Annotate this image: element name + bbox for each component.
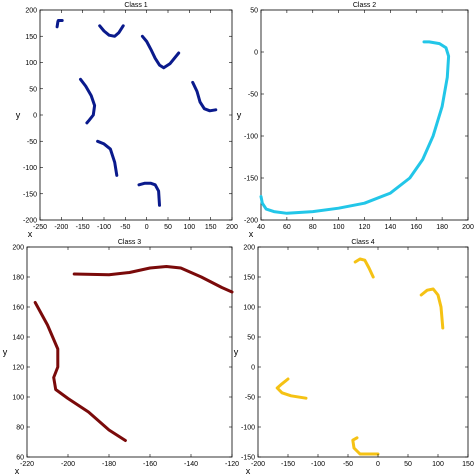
y-tick-label: 120 <box>12 365 24 372</box>
series-line-2 <box>98 24 125 38</box>
y-tick-label: -150 <box>244 176 258 183</box>
x-axis-label: x <box>246 466 251 475</box>
x-tick-label: -160 <box>143 461 157 468</box>
y-tick-label: -50 <box>27 139 37 146</box>
y-tick-label: 150 <box>243 275 255 282</box>
subplot-3: -220 -200 -180 -160 -140 -120 60 80 100 120 140 160… <box>3 239 239 475</box>
x-tick-label: 50 <box>404 461 412 468</box>
series-line-2 <box>33 301 127 442</box>
y-tick-label: -200 <box>23 218 37 225</box>
series-line-1 <box>353 257 375 279</box>
x-tick-label: -200 <box>54 224 68 231</box>
x-tick-label: -250 <box>33 224 47 231</box>
x-tick-label: 60 <box>283 224 291 231</box>
x-axis-label: x <box>249 229 254 239</box>
x-tick-label: 100 <box>333 224 345 231</box>
y-axis-label: y <box>16 110 21 120</box>
y-axis-label: y <box>237 110 242 120</box>
series-line-3 <box>275 377 308 400</box>
subplot-4: -200 -150 -100 -50 0 50 100 150-150-100-5005010… <box>234 239 474 475</box>
y-tick-label: 100 <box>25 60 37 67</box>
series-line-5 <box>96 139 119 177</box>
x-tick-label: 100 <box>432 461 444 468</box>
y-tick-label: 180 <box>12 275 24 282</box>
x-tick-label: -100 <box>311 461 325 468</box>
x-axis-label: x <box>15 466 20 475</box>
y-tick-label: 60 <box>16 455 24 462</box>
y-tick-label: 160 <box>12 305 24 312</box>
series-line-4 <box>351 436 380 456</box>
x-tick-label: 80 <box>309 224 317 231</box>
subplot-title: Class 2 <box>353 2 376 9</box>
y-tick-label: -100 <box>23 165 37 172</box>
subplot-2: 40 60 80 100 120 140 160 180 200 -200 -150 -100 -50 0… <box>237 2 474 239</box>
x-tick-label: 50 <box>164 224 172 231</box>
x-tick-label: 140 <box>385 224 397 231</box>
y-tick-label: 0 <box>251 365 255 372</box>
x-tick-label: -50 <box>343 461 353 468</box>
x-tick-label: 40 <box>257 224 265 231</box>
x-tick-label: -200 <box>61 461 75 468</box>
x-tick-label: -200 <box>251 461 265 468</box>
subplot-title: Class 1 <box>124 2 147 9</box>
x-tick-label: -180 <box>102 461 116 468</box>
x-tick-label: -140 <box>184 461 198 468</box>
y-axis-label: y <box>234 347 239 357</box>
series-line-7 <box>191 80 218 113</box>
series-line-4 <box>79 77 97 125</box>
y-tick-label: 50 <box>247 335 255 342</box>
y-tick-label: 0 <box>33 113 37 120</box>
x-tick-label: 100 <box>183 224 195 231</box>
y-tick-label: 200 <box>12 245 24 252</box>
x-tick-label: 0 <box>376 461 380 468</box>
x-tick-label: 160 <box>410 224 422 231</box>
plot-frame <box>257 246 469 458</box>
x-tick-label: 200 <box>226 224 238 231</box>
x-axis-label: x <box>28 229 33 239</box>
subplot-title: Class 4 <box>351 239 374 246</box>
y-tick-label: -150 <box>241 455 255 462</box>
plot-frame <box>26 246 233 458</box>
x-tick-label: -150 <box>281 461 295 468</box>
y-tick-label: 0 <box>254 50 258 57</box>
x-tick-label: -220 <box>20 461 34 468</box>
y-tick-label: -150 <box>23 191 37 198</box>
plot-frame <box>260 9 469 221</box>
plot-frame <box>39 9 233 221</box>
subplot-title: Class 3 <box>118 239 141 246</box>
y-tick-label: 100 <box>12 395 24 402</box>
y-axis-label: y <box>3 347 8 357</box>
y-tick-label: 150 <box>25 34 37 41</box>
series-line-1 <box>55 19 64 29</box>
x-tick-label: -150 <box>76 224 90 231</box>
series-line-6 <box>137 181 161 207</box>
x-tick-label: -120 <box>225 461 239 468</box>
series-line-3 <box>140 34 181 70</box>
y-tick-label: -200 <box>244 218 258 225</box>
series-line-1 <box>72 265 234 294</box>
x-tick-label: 150 <box>462 461 474 468</box>
y-tick-label: -50 <box>248 92 258 99</box>
y-tick-label: 140 <box>12 335 24 342</box>
y-tick-label: 50 <box>250 8 258 15</box>
y-tick-label: -100 <box>241 425 255 432</box>
series-line-2 <box>419 287 445 330</box>
y-tick-label: 200 <box>25 8 37 15</box>
y-tick-label: 80 <box>16 425 24 432</box>
x-tick-label: 150 <box>205 224 217 231</box>
y-tick-label: 100 <box>243 305 255 312</box>
y-tick-label: 50 <box>29 86 37 93</box>
subplot-1: -250 -200 -150 -100 -50 0 50 100 150 200-200-150-… <box>16 2 238 239</box>
x-tick-label: 200 <box>462 224 474 231</box>
y-tick-label: 200 <box>243 245 255 252</box>
x-tick-label: -50 <box>120 224 130 231</box>
x-tick-label: -100 <box>97 224 111 231</box>
x-tick-label: 0 <box>145 224 149 231</box>
y-tick-label: -100 <box>244 134 258 141</box>
x-tick-label: 120 <box>359 224 371 231</box>
x-tick-label: 180 <box>436 224 448 231</box>
series-line-1 <box>259 40 451 215</box>
y-tick-label: -50 <box>245 395 255 402</box>
